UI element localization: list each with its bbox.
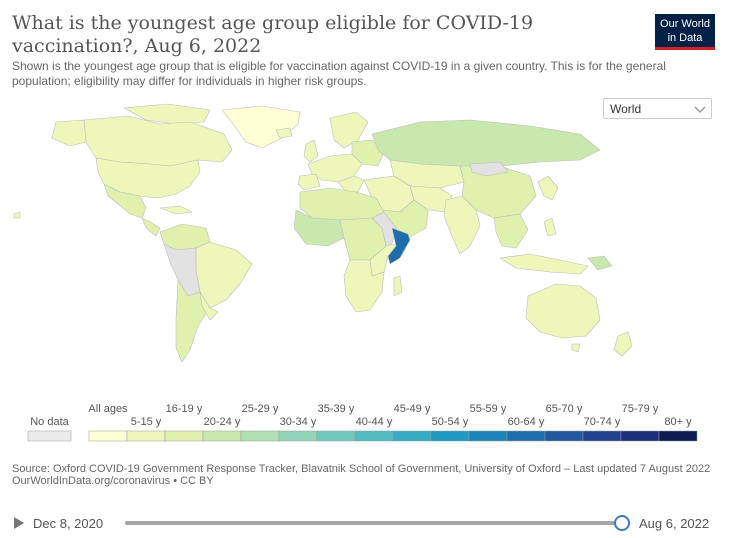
legend-swatch[interactable]	[202, 430, 242, 442]
timeline-start-label[interactable]: Dec 8, 2020	[33, 516, 104, 531]
region-select-value: World	[610, 102, 642, 116]
southeast-asia[interactable]	[493, 213, 529, 249]
timeline-track[interactable]	[125, 521, 623, 525]
west-africa[interactable]	[293, 209, 345, 247]
play-icon[interactable]	[13, 516, 25, 535]
world-map	[13, 103, 633, 363]
legend-label: 50-54 y	[432, 416, 469, 428]
legend-swatch[interactable]	[278, 430, 318, 442]
chart-title: What is the youngest age group eligible …	[12, 12, 534, 57]
scandinavia[interactable]	[329, 111, 369, 149]
russia[interactable]	[371, 119, 601, 167]
legend-swatch[interactable]	[506, 430, 546, 442]
legend-label: All ages	[88, 403, 128, 415]
source-link[interactable]: OurWorldInData.org/coronavirus • CC BY	[12, 475, 214, 487]
mongolia[interactable]	[469, 161, 509, 177]
brazil[interactable]	[195, 241, 253, 309]
region-select[interactable]: World	[603, 98, 712, 119]
legend-label: 5-15 y	[131, 416, 162, 428]
legend-label: 40-44 y	[356, 416, 393, 428]
legend-swatch[interactable]	[544, 430, 584, 442]
timeline-end-label[interactable]: Aug 6, 2022	[639, 516, 710, 531]
legend-label: 30-34 y	[280, 416, 317, 428]
legend-label: 80+ y	[664, 416, 692, 428]
india[interactable]	[443, 195, 481, 255]
chart-subtitle: Shown is the youngest age group that is …	[12, 59, 666, 88]
hawaii[interactable]	[13, 211, 21, 219]
source-note: Source: Oxford COVID-19 Government Respo…	[12, 463, 712, 487]
uk[interactable]	[303, 139, 319, 163]
legend-label-no-data: No data	[30, 416, 69, 428]
alaska[interactable]	[51, 119, 87, 147]
legend-swatch[interactable]	[468, 430, 508, 442]
legend-swatch-no-data[interactable]	[27, 430, 72, 442]
chevron-down-icon	[694, 103, 706, 117]
legend-label: 65-70 y	[546, 403, 583, 415]
timeline-progress	[125, 521, 623, 525]
iceland[interactable]	[275, 127, 293, 139]
papua[interactable]	[587, 255, 613, 271]
new-zealand[interactable]	[613, 331, 633, 357]
legend-swatch[interactable]	[126, 430, 166, 442]
logo-line-1: Our World	[660, 18, 710, 30]
caribbean[interactable]	[159, 205, 193, 215]
legend-label: 20-24 y	[204, 416, 241, 428]
iberia[interactable]	[297, 173, 321, 191]
legend-swatch[interactable]	[658, 430, 698, 442]
legend-swatch[interactable]	[316, 430, 356, 442]
legend-label: 25-29 y	[242, 403, 279, 415]
canada[interactable]	[83, 115, 233, 167]
legend-label: 70-74 y	[584, 416, 621, 428]
legend-label: 55-59 y	[470, 403, 507, 415]
legend-label: 45-49 y	[394, 403, 431, 415]
uruguay-paraguay[interactable]	[199, 291, 219, 321]
timeline: Dec 8, 2020 Aug 6, 2022	[0, 510, 729, 538]
legend-label: 35-39 y	[318, 403, 355, 415]
source-text: Source: Oxford COVID-19 Government Respo…	[12, 463, 711, 475]
canada-islands[interactable]	[123, 103, 211, 125]
southern-africa[interactable]	[343, 259, 385, 313]
eastern-europe[interactable]	[351, 139, 385, 167]
philippines[interactable]	[543, 217, 557, 237]
greenland[interactable]	[221, 105, 301, 149]
legend-swatch[interactable]	[430, 430, 470, 442]
legend-label: 16-19 y	[166, 403, 203, 415]
logo-line-2: in Data	[667, 32, 703, 44]
legend-swatch[interactable]	[620, 430, 660, 442]
legend-label: 60-64 y	[508, 416, 545, 428]
madagascar[interactable]	[393, 275, 403, 297]
korea-japan[interactable]	[537, 175, 559, 201]
legend-swatch[interactable]	[88, 430, 128, 442]
legend-swatch[interactable]	[354, 430, 394, 442]
timeline-handle[interactable]	[614, 515, 630, 531]
tasmania[interactable]	[571, 343, 581, 353]
owid-logo[interactable]: Our World in Data	[655, 14, 715, 50]
australia[interactable]	[525, 283, 601, 339]
legend-swatch[interactable]	[164, 430, 204, 442]
legend-label: 75-79 y	[622, 403, 659, 415]
legend-swatch[interactable]	[582, 430, 622, 442]
legend-swatch[interactable]	[392, 430, 432, 442]
legend-swatch[interactable]	[240, 430, 280, 442]
central-america[interactable]	[141, 217, 161, 237]
indonesia[interactable]	[499, 253, 589, 275]
